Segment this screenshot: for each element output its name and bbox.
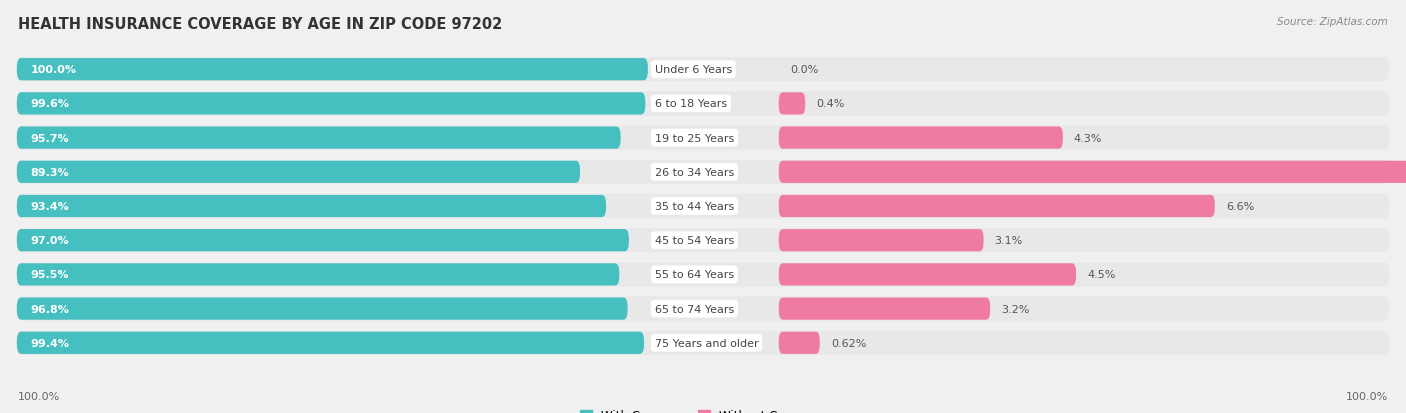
- FancyBboxPatch shape: [17, 195, 606, 218]
- FancyBboxPatch shape: [17, 263, 1389, 287]
- Text: HEALTH INSURANCE COVERAGE BY AGE IN ZIP CODE 97202: HEALTH INSURANCE COVERAGE BY AGE IN ZIP …: [18, 17, 502, 31]
- FancyBboxPatch shape: [17, 228, 1389, 253]
- Text: 100.0%: 100.0%: [18, 391, 60, 401]
- Text: 65 to 74 Years: 65 to 74 Years: [655, 304, 734, 314]
- Text: 75 Years and older: 75 Years and older: [655, 338, 758, 348]
- Text: 99.6%: 99.6%: [31, 99, 69, 109]
- Text: 3.2%: 3.2%: [1001, 304, 1029, 314]
- FancyBboxPatch shape: [17, 332, 644, 354]
- Text: 95.7%: 95.7%: [31, 133, 69, 143]
- Text: 97.0%: 97.0%: [31, 236, 69, 246]
- FancyBboxPatch shape: [779, 195, 1215, 218]
- Text: 3.1%: 3.1%: [994, 236, 1022, 246]
- Text: 89.3%: 89.3%: [31, 167, 69, 177]
- Text: 100.0%: 100.0%: [1346, 391, 1388, 401]
- FancyBboxPatch shape: [17, 298, 627, 320]
- FancyBboxPatch shape: [17, 230, 628, 252]
- FancyBboxPatch shape: [17, 160, 1389, 185]
- FancyBboxPatch shape: [17, 195, 1389, 218]
- Text: 6.6%: 6.6%: [1226, 202, 1254, 211]
- Text: 6 to 18 Years: 6 to 18 Years: [655, 99, 727, 109]
- Text: Under 6 Years: Under 6 Years: [655, 65, 733, 75]
- Text: 99.4%: 99.4%: [31, 338, 69, 348]
- Legend: With Coverage, Without Coverage: With Coverage, Without Coverage: [575, 404, 831, 413]
- Text: 0.0%: 0.0%: [790, 65, 818, 75]
- Text: Source: ZipAtlas.com: Source: ZipAtlas.com: [1277, 17, 1388, 26]
- Text: 96.8%: 96.8%: [31, 304, 69, 314]
- Text: 55 to 64 Years: 55 to 64 Years: [655, 270, 734, 280]
- FancyBboxPatch shape: [779, 93, 806, 115]
- Text: 0.62%: 0.62%: [831, 338, 866, 348]
- Text: 100.0%: 100.0%: [31, 65, 76, 75]
- Text: 93.4%: 93.4%: [31, 202, 69, 211]
- FancyBboxPatch shape: [17, 58, 1389, 82]
- FancyBboxPatch shape: [17, 263, 620, 286]
- FancyBboxPatch shape: [779, 127, 1063, 150]
- FancyBboxPatch shape: [17, 331, 1389, 355]
- FancyBboxPatch shape: [17, 297, 1389, 321]
- FancyBboxPatch shape: [779, 263, 1076, 286]
- FancyBboxPatch shape: [17, 93, 645, 115]
- FancyBboxPatch shape: [779, 298, 990, 320]
- FancyBboxPatch shape: [17, 161, 581, 183]
- Text: 4.5%: 4.5%: [1087, 270, 1115, 280]
- Text: 95.5%: 95.5%: [31, 270, 69, 280]
- FancyBboxPatch shape: [779, 332, 820, 354]
- FancyBboxPatch shape: [779, 230, 984, 252]
- FancyBboxPatch shape: [17, 126, 1389, 150]
- Text: 35 to 44 Years: 35 to 44 Years: [655, 202, 734, 211]
- FancyBboxPatch shape: [17, 59, 648, 81]
- Text: 19 to 25 Years: 19 to 25 Years: [655, 133, 734, 143]
- FancyBboxPatch shape: [17, 92, 1389, 116]
- Text: 4.3%: 4.3%: [1074, 133, 1102, 143]
- Text: 45 to 54 Years: 45 to 54 Years: [655, 236, 734, 246]
- Text: 0.4%: 0.4%: [817, 99, 845, 109]
- Text: 26 to 34 Years: 26 to 34 Years: [655, 167, 734, 177]
- FancyBboxPatch shape: [779, 161, 1406, 183]
- FancyBboxPatch shape: [17, 127, 620, 150]
